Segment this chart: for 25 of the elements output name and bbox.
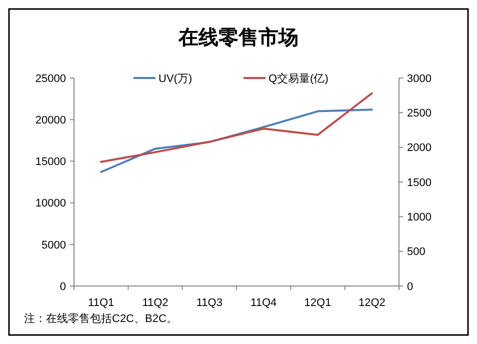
y-tick-label: 0 (60, 280, 66, 293)
y-tick-label: 5000 (42, 239, 66, 252)
y-tick-label: 25000 (35, 72, 66, 85)
x-tick-label: 11Q1 (88, 297, 114, 309)
y-tick-label: 15000 (35, 156, 66, 168)
y2-tick-label: 0 (407, 280, 414, 293)
x-tick-label: 11Q3 (196, 297, 222, 309)
y-tick-label: 10000 (35, 198, 66, 210)
y2-tick-label: 3000 (407, 72, 432, 85)
x-tick-label: 12Q1 (304, 297, 332, 309)
legend-label: UV(万) (158, 72, 192, 85)
y2-tick-label: 500 (407, 246, 426, 258)
x-tick-label: 12Q2 (358, 297, 386, 309)
x-tick-label: 11Q2 (142, 297, 168, 309)
legend-label: Q交易量(亿) (268, 72, 328, 85)
line-series (100, 92, 373, 163)
y-tick-label: 20000 (35, 114, 66, 126)
y2-tick-label: 1000 (407, 212, 432, 224)
x-tick-label: 11Q4 (250, 297, 277, 309)
text: 注：在线零售包括C2C、B2C。 (24, 312, 178, 325)
line-series (100, 108, 373, 174)
chart-title: 在线零售市场 (178, 26, 298, 49)
y2-tick-label: 2500 (407, 108, 432, 120)
y2-tick-label: 1500 (407, 176, 432, 189)
y2-tick-label: 2000 (407, 142, 432, 154)
